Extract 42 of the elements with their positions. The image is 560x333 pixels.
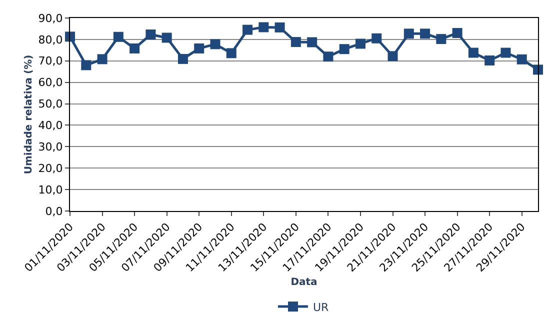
y-tick-label: 50,0 <box>38 98 63 111</box>
point <box>436 34 446 44</box>
point <box>404 28 414 39</box>
point <box>258 22 269 32</box>
point <box>113 32 124 42</box>
point <box>130 43 140 54</box>
point <box>533 64 543 75</box>
point <box>420 28 430 39</box>
y-tick-label: 10,0 <box>38 183 63 196</box>
y-tick-label: 70,0 <box>38 54 63 68</box>
y-tick-label: 30,0 <box>38 140 63 154</box>
y-tick-label: 90,0 <box>38 12 63 25</box>
point <box>452 28 462 38</box>
point <box>388 51 398 62</box>
y-tick-label: 40,0 <box>38 119 63 132</box>
point <box>355 38 366 49</box>
point <box>339 44 350 54</box>
point <box>81 60 92 70</box>
y-axis-title: Umidade relativa (%) <box>23 54 34 174</box>
point <box>274 22 285 32</box>
point <box>178 54 188 64</box>
point <box>307 37 318 48</box>
y-tick-label: 0,0 <box>45 204 63 218</box>
y-tick-label: 80,0 <box>38 33 63 46</box>
y-tick-label: 60,0 <box>38 76 63 90</box>
x-axis-title: Data <box>290 277 318 288</box>
point <box>500 48 511 58</box>
point <box>146 30 156 40</box>
point <box>516 54 527 64</box>
point <box>484 55 495 66</box>
point <box>210 39 220 50</box>
point <box>468 48 478 58</box>
point <box>226 48 236 58</box>
point <box>323 52 334 62</box>
point <box>290 37 301 48</box>
legend-label: UR <box>313 300 330 314</box>
point <box>194 43 204 54</box>
point <box>372 33 382 44</box>
point <box>97 54 108 64</box>
point <box>242 24 253 35</box>
y-tick-label: 20,0 <box>38 162 63 175</box>
point <box>162 32 172 43</box>
